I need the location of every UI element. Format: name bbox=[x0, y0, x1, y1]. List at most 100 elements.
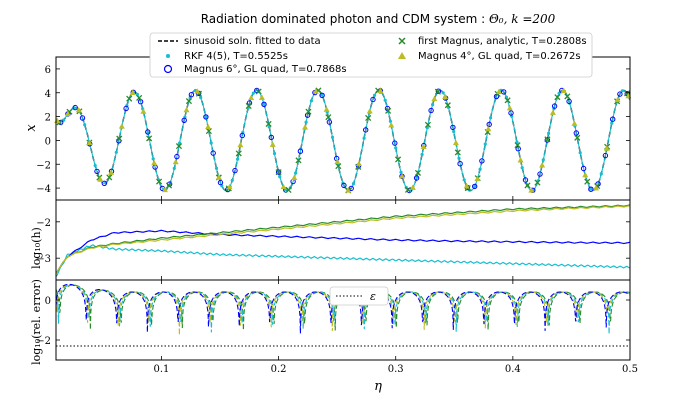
magnus1-point bbox=[136, 94, 143, 101]
middle-series-2 bbox=[55, 204, 631, 274]
magnus4-point bbox=[539, 162, 546, 168]
magnus6-point bbox=[101, 180, 108, 187]
bottom-ylabel: log₁₀(rel. error) bbox=[30, 279, 43, 365]
magnus1-point bbox=[255, 88, 262, 95]
rkf-point bbox=[294, 171, 298, 175]
magnus4-point bbox=[118, 123, 125, 129]
magnus6-point bbox=[457, 161, 463, 167]
magnus4-point bbox=[64, 110, 71, 117]
rkf-line bbox=[55, 89, 631, 192]
x-tick-label: 0.5 bbox=[622, 364, 638, 375]
top-ytick-label: 6 bbox=[45, 65, 51, 76]
rkf-point bbox=[473, 184, 477, 188]
magnus6-point bbox=[522, 177, 529, 183]
magnus6-point bbox=[181, 117, 187, 124]
magnus1-point bbox=[365, 114, 372, 122]
magnus1-point bbox=[574, 134, 581, 141]
legend-label-magnus6: Magnus 6°, GL quad, T=0.7868s bbox=[184, 64, 347, 75]
magnus1-point bbox=[404, 186, 412, 193]
legend-label-fit: sinusoid soln. fitted to data bbox=[184, 36, 321, 47]
magnus1-point bbox=[544, 136, 551, 143]
epsilon-legend-label: ε bbox=[370, 290, 376, 303]
bottom-panel: −2 0 0.1 0.2 0.3 0.4 0.5 ε bbox=[36, 279, 638, 375]
rkf-point bbox=[362, 136, 366, 140]
magnus1-point bbox=[126, 95, 133, 102]
magnus6-point bbox=[428, 107, 434, 114]
magnus6-point bbox=[72, 104, 78, 111]
magnus6-point bbox=[326, 119, 333, 125]
magnus1-point bbox=[325, 114, 332, 121]
magnus6-point bbox=[573, 130, 579, 136]
magnus4-point bbox=[269, 141, 276, 147]
magnus4-point bbox=[215, 174, 222, 180]
rkf-point bbox=[462, 178, 466, 182]
magnus4-point bbox=[334, 158, 341, 165]
magnus4-point bbox=[506, 105, 513, 111]
bot-ytick-label: 0 bbox=[45, 296, 51, 307]
magnus1-point bbox=[275, 169, 282, 176]
rkf-point bbox=[431, 103, 435, 107]
magnus6-point bbox=[392, 140, 398, 146]
magnus4-point bbox=[312, 88, 319, 94]
magnus4-point bbox=[474, 175, 481, 182]
rkf-point bbox=[399, 170, 403, 174]
top-ytick-label: −2 bbox=[36, 160, 51, 171]
rkf-point bbox=[83, 123, 87, 127]
legend-label-magnus4: Magnus 4°, GL quad, T=0.2672s bbox=[418, 51, 581, 62]
magnus4-point bbox=[280, 183, 287, 190]
magnus6-point bbox=[479, 158, 485, 164]
legend-label-magnus1: first Magnus, analytic, T=0.2808s bbox=[418, 36, 587, 47]
top-ytick-label: 2 bbox=[45, 113, 51, 124]
magnus6-point bbox=[79, 115, 86, 121]
magnus4-point bbox=[97, 176, 104, 182]
magnus1-point bbox=[524, 182, 531, 189]
x-tick-label: 0.4 bbox=[505, 364, 521, 375]
bottom-legend-box bbox=[329, 286, 389, 306]
rkf-point bbox=[93, 164, 97, 168]
magnus1-point bbox=[116, 135, 123, 142]
magnus6-point bbox=[551, 103, 558, 109]
magnus6-point bbox=[602, 152, 609, 159]
magnus1-point bbox=[385, 107, 392, 114]
legend-marker-rkf bbox=[166, 54, 170, 58]
rkf-point bbox=[578, 151, 582, 155]
rkf-point bbox=[610, 121, 614, 125]
magnus4-point bbox=[86, 139, 93, 146]
magnus6-point bbox=[275, 169, 282, 175]
magnus1-point bbox=[454, 149, 461, 156]
magnus1-point bbox=[295, 157, 302, 164]
rkf-point bbox=[394, 146, 398, 150]
magnus6-point bbox=[268, 134, 274, 141]
magnus4-point bbox=[593, 185, 600, 191]
magnus1-point bbox=[285, 186, 292, 194]
rkf-point bbox=[204, 115, 208, 119]
middle-series-3 bbox=[55, 204, 631, 274]
rkf-point bbox=[388, 119, 392, 123]
magnus6-point bbox=[203, 114, 209, 120]
rkf-point bbox=[135, 92, 139, 96]
magnus4-point bbox=[399, 173, 406, 179]
rkf-point bbox=[230, 178, 234, 182]
magnus4-point bbox=[442, 93, 449, 100]
middle-series-1 bbox=[55, 229, 631, 274]
bot-ytick-label: −2 bbox=[36, 336, 51, 347]
magnus6-point bbox=[413, 175, 420, 181]
magnus6-point bbox=[588, 186, 594, 192]
magnus6-point bbox=[174, 153, 180, 160]
magnus6-point bbox=[363, 127, 369, 133]
magnus6-point bbox=[145, 129, 151, 135]
rkf-point bbox=[620, 89, 625, 93]
rkf-point bbox=[278, 175, 282, 179]
magnus4-point bbox=[463, 183, 470, 189]
rkf-point bbox=[309, 99, 313, 103]
rkf-point bbox=[251, 91, 255, 95]
magnus6-point bbox=[232, 167, 238, 174]
rkf-point bbox=[214, 166, 219, 170]
magnus4-point bbox=[194, 88, 201, 94]
magnus6-point bbox=[508, 110, 514, 116]
magnus4-point bbox=[603, 145, 610, 151]
magnus4-point bbox=[571, 120, 578, 126]
middle-series-0 bbox=[55, 244, 631, 277]
magnus4-point bbox=[302, 124, 309, 130]
magnus4-point bbox=[151, 159, 158, 166]
